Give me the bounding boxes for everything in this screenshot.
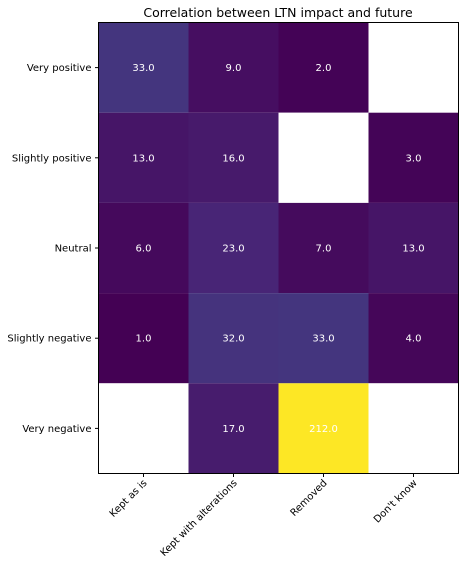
cell-value-label: 17.0 (222, 424, 244, 435)
chart-title: Correlation between LTN impact and futur… (143, 5, 413, 20)
x-tick-label: Removed (289, 478, 330, 519)
cell-value-label: 13.0 (132, 153, 154, 164)
x-tick-label: Kept as is (108, 478, 150, 520)
cell-value-label: 7.0 (316, 244, 332, 255)
y-tick-label: Slightly negative (7, 334, 91, 345)
y-tick-label: Neutral (55, 244, 92, 255)
cell-value-label: 32.0 (222, 334, 244, 345)
heatmap-cell (98, 22, 189, 113)
cell-value-label: 13.0 (402, 244, 424, 255)
heatmap-cell (98, 202, 189, 294)
heatmap-cells: 33.0 9.0 2.0 13.0 16.0 3.0 6.0 23.0 7.0 13.0 1.0 32… (98, 22, 459, 474)
x-tick-labels: Kept as is Kept with alterations Removed Do… (108, 473, 420, 559)
heatmap-cell (98, 383, 189, 474)
cell-value-label: 9.0 (226, 63, 242, 74)
y-tick-label: Slightly positive (12, 153, 92, 164)
cell-value-label: 23.0 (222, 244, 244, 255)
heatmap-cell (278, 383, 369, 474)
cell-value-label: 16.0 (222, 153, 244, 164)
heatmap-cell (188, 202, 279, 294)
cell-value-label: 3.0 (406, 153, 422, 164)
heatmap-cell (368, 112, 459, 203)
heatmap-cell (278, 202, 369, 294)
heatmap-cell (188, 293, 279, 384)
cell-value-label: 1.0 (136, 334, 152, 345)
heatmap-cell (98, 293, 189, 384)
y-tick-label: Very positive (27, 63, 92, 74)
heatmap-cell (98, 112, 189, 203)
heatmap-cell (188, 383, 279, 474)
heatmap-cell (278, 22, 369, 113)
cell-value-label: 33.0 (132, 63, 154, 74)
heatmap-cell (368, 202, 459, 294)
heatmap-cell (368, 293, 459, 384)
heatmap-cell (368, 383, 459, 474)
cell-value-label: 4.0 (406, 334, 422, 345)
plot-frame (98, 22, 459, 474)
x-tick-label: Kept with alterations (159, 478, 240, 559)
y-tick-labels: Very positive Slightly positive Neutral Sli… (7, 63, 99, 435)
cell-value-label: 212.0 (309, 424, 338, 435)
heatmap-cell (278, 112, 369, 203)
heatmap-cell (278, 293, 369, 384)
cell-value-label: 33.0 (312, 334, 334, 345)
x-tick-label: Don't know (372, 478, 420, 526)
heatmap-cell (188, 112, 279, 203)
cell-value-label: 2.0 (316, 63, 332, 74)
cell-value-label: 6.0 (136, 244, 152, 255)
y-tick-label: Very negative (22, 424, 91, 435)
heatmap-cell (188, 22, 279, 113)
heatmap-cell (368, 22, 459, 113)
